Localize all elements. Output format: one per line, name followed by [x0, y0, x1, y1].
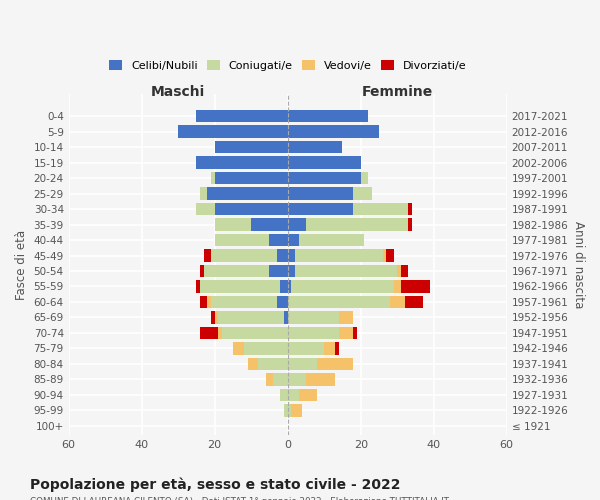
Bar [287, 296, 390, 308]
Bar [401, 265, 408, 277]
Legend: Celibi/Nubili, Coniugati/e, Vedovi/e, Divorziati/e: Celibi/Nubili, Coniugati/e, Vedovi/e, Di… [104, 56, 471, 76]
Bar [222, 327, 287, 339]
Bar [339, 327, 353, 339]
Y-axis label: Fasce di età: Fasce di età [15, 230, 28, 300]
Text: Femmine: Femmine [362, 85, 433, 99]
Bar [287, 172, 361, 184]
Bar [215, 234, 269, 246]
Bar [200, 280, 280, 292]
Bar [324, 342, 335, 354]
Bar [335, 342, 339, 354]
Bar [306, 218, 408, 231]
Bar [218, 327, 222, 339]
Bar [287, 203, 353, 215]
Bar [211, 172, 215, 184]
Bar [273, 373, 287, 386]
Bar [287, 404, 292, 416]
Bar [284, 312, 287, 324]
Bar [401, 280, 430, 292]
Bar [287, 234, 299, 246]
Bar [233, 342, 244, 354]
Bar [248, 358, 259, 370]
Bar [287, 312, 339, 324]
Bar [287, 358, 317, 370]
Bar [200, 265, 204, 277]
Bar [287, 141, 343, 154]
Bar [292, 404, 302, 416]
Bar [208, 296, 211, 308]
Bar [390, 296, 404, 308]
Bar [196, 156, 287, 169]
Bar [287, 188, 353, 200]
Bar [244, 342, 287, 354]
Bar [287, 250, 295, 262]
Bar [287, 218, 306, 231]
Bar [383, 250, 386, 262]
Bar [287, 156, 361, 169]
Bar [259, 358, 287, 370]
Bar [200, 188, 208, 200]
Bar [251, 218, 287, 231]
Bar [317, 358, 353, 370]
Bar [287, 342, 324, 354]
Bar [287, 280, 292, 292]
Bar [211, 296, 277, 308]
Text: Maschi: Maschi [151, 85, 205, 99]
Bar [277, 250, 287, 262]
Text: Popolazione per età, sesso e stato civile - 2022: Popolazione per età, sesso e stato civil… [30, 478, 401, 492]
Bar [215, 141, 287, 154]
Bar [287, 388, 299, 401]
Bar [287, 327, 339, 339]
Bar [306, 373, 335, 386]
Bar [408, 218, 412, 231]
Text: COMUNE DI LAUREANA CILENTO (SA) - Dati ISTAT 1° gennaio 2022 - Elaborazione TUTT: COMUNE DI LAUREANA CILENTO (SA) - Dati I… [30, 498, 449, 500]
Bar [200, 296, 208, 308]
Bar [204, 265, 269, 277]
Bar [353, 188, 371, 200]
Bar [178, 126, 287, 138]
Bar [269, 265, 287, 277]
Bar [287, 126, 379, 138]
Bar [208, 188, 287, 200]
Bar [292, 280, 394, 292]
Bar [386, 250, 394, 262]
Bar [215, 312, 218, 324]
Bar [215, 172, 287, 184]
Bar [361, 172, 368, 184]
Bar [204, 250, 211, 262]
Bar [266, 373, 273, 386]
Bar [211, 312, 215, 324]
Bar [200, 327, 218, 339]
Bar [397, 265, 401, 277]
Bar [280, 280, 287, 292]
Bar [218, 312, 284, 324]
Bar [353, 327, 357, 339]
Y-axis label: Anni di nascita: Anni di nascita [572, 221, 585, 308]
Bar [394, 280, 401, 292]
Bar [339, 312, 353, 324]
Bar [277, 296, 287, 308]
Bar [287, 110, 368, 122]
Bar [284, 404, 287, 416]
Bar [215, 203, 287, 215]
Bar [295, 250, 383, 262]
Bar [211, 250, 277, 262]
Bar [287, 373, 306, 386]
Bar [196, 203, 215, 215]
Bar [196, 280, 200, 292]
Bar [299, 234, 364, 246]
Bar [404, 296, 423, 308]
Bar [287, 265, 295, 277]
Bar [353, 203, 408, 215]
Bar [408, 203, 412, 215]
Bar [269, 234, 287, 246]
Bar [295, 265, 397, 277]
Bar [299, 388, 317, 401]
Bar [280, 388, 287, 401]
Bar [215, 218, 251, 231]
Bar [196, 110, 287, 122]
